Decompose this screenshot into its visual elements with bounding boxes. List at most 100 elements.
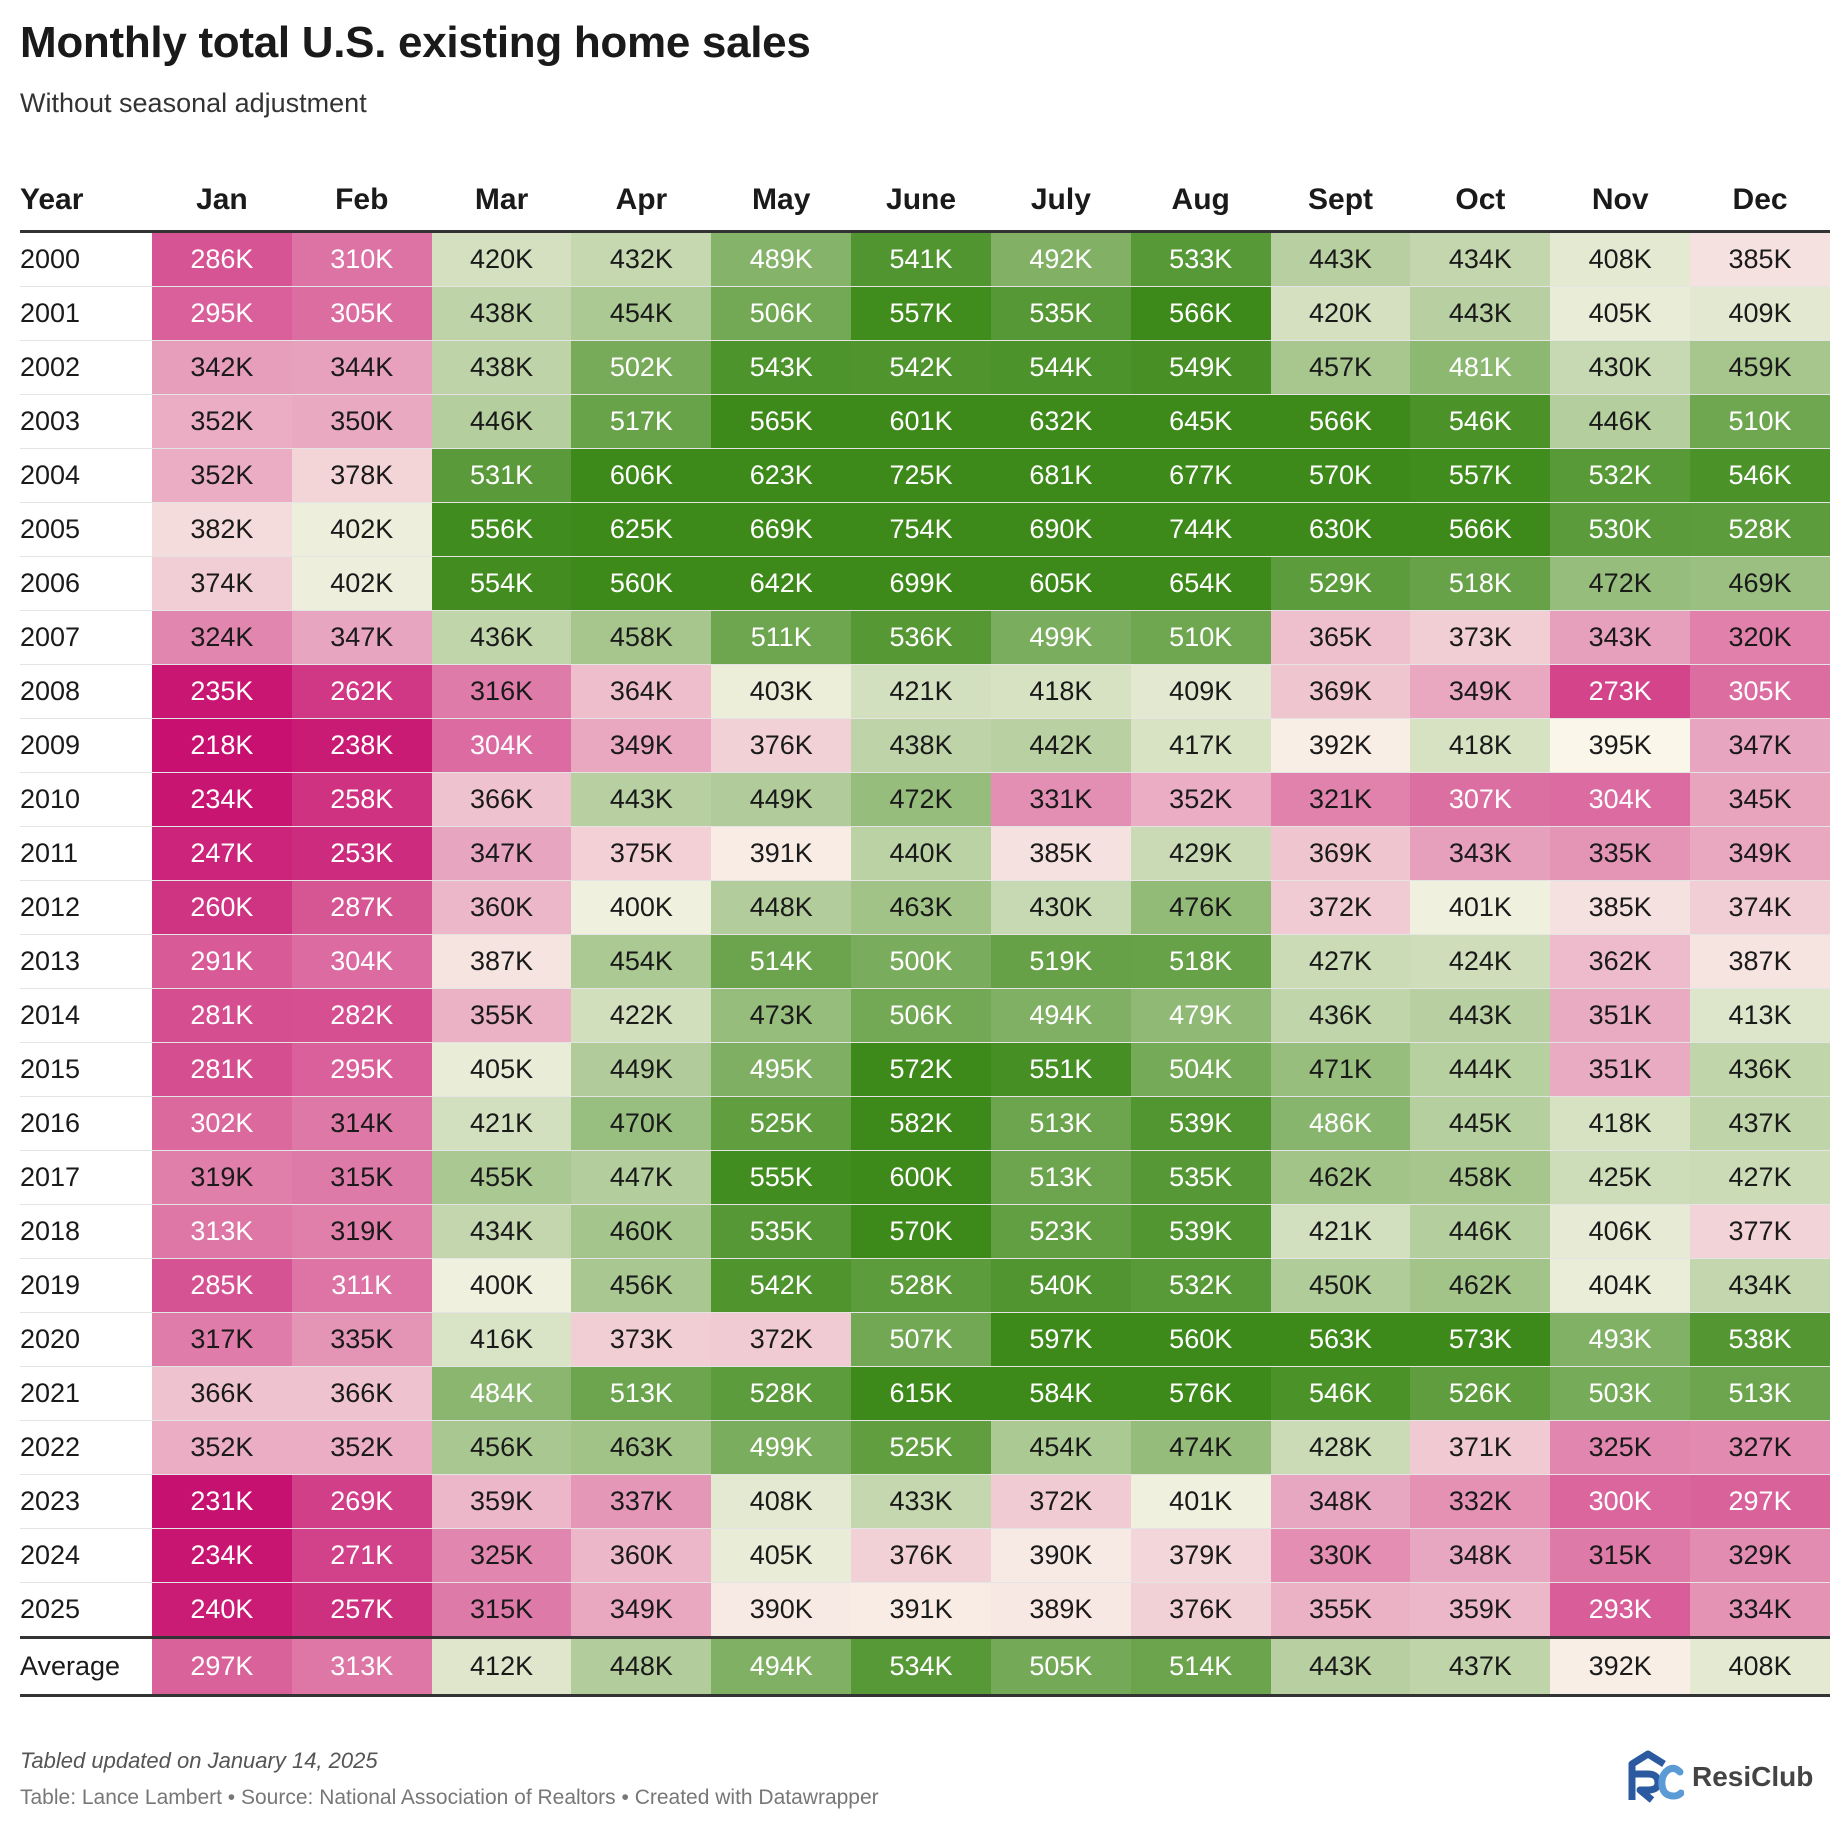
heat-cell-feb: 314K	[291, 1096, 432, 1151]
heat-cell-may: 448K	[711, 880, 852, 935]
heat-cell-apr: 458K	[571, 610, 712, 665]
heat-cell-sept: 369K	[1270, 664, 1411, 719]
heat-cell-july: 605K	[990, 556, 1131, 611]
heat-cell-july: 492K	[990, 231, 1131, 287]
heat-cell-dec: 408K	[1690, 1636, 1830, 1697]
heat-cell-jan: 302K	[152, 1096, 292, 1151]
heat-cell-sept: 462K	[1270, 1150, 1411, 1205]
heat-cell-sept: 546K	[1270, 1366, 1411, 1421]
heat-cell-jan: 218K	[152, 718, 292, 773]
heat-cell-oct: 445K	[1410, 1096, 1551, 1151]
heat-cell-june: 534K	[851, 1636, 991, 1697]
heat-cell-dec: 434K	[1690, 1258, 1830, 1313]
heat-cell-feb: 378K	[291, 448, 432, 503]
heat-cell-dec: 427K	[1690, 1150, 1830, 1205]
heat-cell-oct: 446K	[1410, 1204, 1551, 1259]
heat-cell-july: 418K	[990, 664, 1131, 719]
heat-cell-sept: 355K	[1270, 1582, 1411, 1638]
table-row: 2013 291K 304K 387K 454K 514K 500K 519K 518K 427K…	[20, 934, 1830, 989]
heat-cell-aug: 744K	[1130, 502, 1271, 557]
heat-cell-jan: 234K	[152, 1528, 292, 1583]
heat-cell-july: 540K	[990, 1258, 1131, 1313]
heat-cell-apr: 422K	[571, 988, 712, 1043]
heat-cell-dec: 510K	[1690, 394, 1830, 449]
resiclub-logo-icon	[1628, 1750, 1684, 1803]
heat-cell-oct: 481K	[1410, 340, 1551, 395]
heat-cell-aug: 654K	[1130, 556, 1271, 611]
heat-cell-apr: 449K	[571, 1042, 712, 1097]
heat-cell-may: 642K	[711, 556, 852, 611]
heat-cell-oct: 307K	[1410, 772, 1551, 827]
heat-cell-aug: 429K	[1130, 826, 1271, 881]
column-header-feb: Feb	[291, 170, 432, 233]
header-row: Year Jan Feb Mar Apr May June July Aug Sept Oct Nov…	[20, 170, 1830, 233]
page-title: Monthly total U.S. existing home sales	[20, 18, 811, 67]
heat-cell-oct: 546K	[1410, 394, 1551, 449]
heat-cell-feb: 253K	[291, 826, 432, 881]
heat-cell-sept: 457K	[1270, 340, 1411, 395]
row-label: 2004	[20, 448, 152, 503]
heat-cell-sept: 436K	[1270, 988, 1411, 1043]
heat-cell-apr: 454K	[571, 934, 712, 989]
heat-cell-jan: 317K	[152, 1312, 292, 1367]
heat-cell-nov: 351K	[1550, 1042, 1691, 1097]
row-label: 2003	[20, 394, 152, 449]
heat-cell-jan: 313K	[152, 1204, 292, 1259]
heat-cell-aug: 379K	[1130, 1528, 1271, 1583]
heat-cell-aug: 510K	[1130, 610, 1271, 665]
heat-cell-mar: 436K	[431, 610, 572, 665]
table-row: 2021 366K 366K 484K 513K 528K 615K 584K 576K 546K…	[20, 1366, 1830, 1421]
heat-cell-june: 463K	[851, 880, 991, 935]
heat-cell-dec: 327K	[1690, 1420, 1830, 1475]
heat-cell-feb: 257K	[291, 1582, 432, 1638]
heat-cell-nov: 472K	[1550, 556, 1691, 611]
row-label: 2019	[20, 1258, 152, 1313]
heat-cell-dec: 305K	[1690, 664, 1830, 719]
heat-cell-dec: 377K	[1690, 1204, 1830, 1259]
heat-cell-nov: 493K	[1550, 1312, 1691, 1367]
heat-cell-may: 489K	[711, 231, 852, 287]
heat-cell-june: 582K	[851, 1096, 991, 1151]
heat-cell-feb: 295K	[291, 1042, 432, 1097]
heat-cell-apr: 463K	[571, 1420, 712, 1475]
heat-cell-may: 535K	[711, 1204, 852, 1259]
column-header-oct: Oct	[1410, 170, 1551, 233]
heat-cell-aug: 539K	[1130, 1096, 1271, 1151]
heat-cell-mar: 315K	[431, 1582, 572, 1638]
heat-cell-feb: 238K	[291, 718, 432, 773]
heat-cell-aug: 645K	[1130, 394, 1271, 449]
heat-cell-dec: 345K	[1690, 772, 1830, 827]
heat-cell-feb: 347K	[291, 610, 432, 665]
table-row: 2016 302K 314K 421K 470K 525K 582K 513K 539K 486K…	[20, 1096, 1830, 1151]
heat-cell-oct: 458K	[1410, 1150, 1551, 1205]
column-header-july: July	[990, 170, 1131, 233]
heatmap-table: Year Jan Feb Mar Apr May June July Aug Sept Oct Nov…	[20, 170, 1830, 1697]
heat-cell-mar: 438K	[431, 286, 572, 341]
heat-cell-aug: 409K	[1130, 664, 1271, 719]
heat-cell-apr: 513K	[571, 1366, 712, 1421]
table-row: 2018 313K 319K 434K 460K 535K 570K 523K 539K 421K…	[20, 1204, 1830, 1259]
heat-cell-apr: 349K	[571, 718, 712, 773]
heat-cell-feb: 262K	[291, 664, 432, 719]
heat-cell-feb: 335K	[291, 1312, 432, 1367]
heat-cell-may: 514K	[711, 934, 852, 989]
heat-cell-july: 494K	[990, 988, 1131, 1043]
heat-cell-july: 690K	[990, 502, 1131, 557]
column-header-jan: Jan	[152, 170, 292, 233]
heat-cell-dec: 347K	[1690, 718, 1830, 773]
table-row: 2005 382K 402K 556K 625K 669K 754K 690K 744K 630K…	[20, 502, 1830, 557]
column-header-aug: Aug	[1130, 170, 1271, 233]
heat-cell-july: 681K	[990, 448, 1131, 503]
heat-cell-aug: 560K	[1130, 1312, 1271, 1367]
heat-cell-july: 442K	[990, 718, 1131, 773]
heat-cell-dec: 436K	[1690, 1042, 1830, 1097]
heat-cell-sept: 428K	[1270, 1420, 1411, 1475]
heat-cell-aug: 376K	[1130, 1582, 1271, 1638]
heat-cell-oct: 573K	[1410, 1312, 1551, 1367]
heat-cell-june: 542K	[851, 340, 991, 395]
heat-cell-dec: 320K	[1690, 610, 1830, 665]
heat-cell-feb: 311K	[291, 1258, 432, 1313]
table-row: 2014 281K 282K 355K 422K 473K 506K 494K 479K 436K…	[20, 988, 1830, 1043]
column-header-apr: Apr	[571, 170, 712, 233]
heat-cell-jan: 260K	[152, 880, 292, 935]
